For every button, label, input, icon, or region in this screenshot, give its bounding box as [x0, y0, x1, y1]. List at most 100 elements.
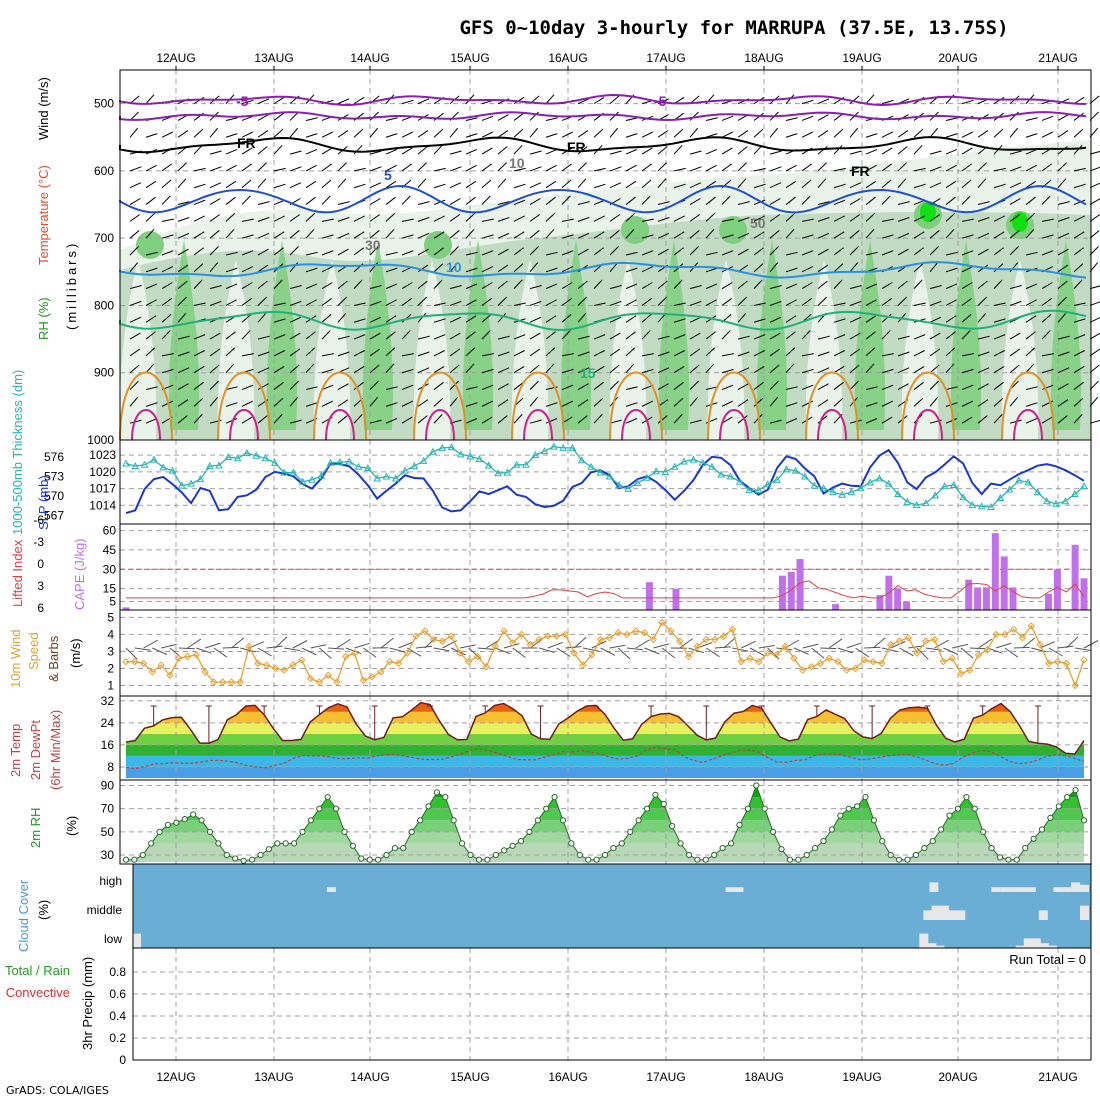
wind10m-marker	[324, 671, 332, 679]
rh2m-marker	[677, 840, 684, 847]
wind-barb	[465, 196, 476, 205]
wind-barb	[769, 380, 779, 390]
wind-barb	[273, 318, 286, 323]
wind-barb	[161, 218, 174, 222]
wind-barb	[177, 178, 187, 189]
rh2m-marker	[1080, 817, 1088, 824]
wind10m-marker	[579, 661, 587, 669]
pressure-tick-label: 800	[94, 298, 114, 312]
rh2m-marker	[938, 826, 945, 833]
wind-barb	[561, 330, 571, 340]
wind-barb	[801, 297, 812, 306]
wind10m-barb	[134, 647, 151, 651]
wind-barb	[721, 330, 731, 340]
wind-barb	[241, 384, 254, 391]
thickness-marker	[336, 458, 344, 466]
wind10m-marker	[1071, 681, 1079, 690]
wind-barb	[705, 283, 718, 290]
wind-barb	[961, 195, 971, 205]
wind-barb	[1041, 131, 1054, 138]
thickness-marker	[996, 493, 1005, 501]
wind-barb	[993, 183, 1006, 189]
wind-barb	[769, 150, 782, 155]
cloud-cell	[956, 910, 966, 920]
wind-barb	[145, 94, 155, 104]
date-label-bottom: 12AUG	[156, 1070, 195, 1084]
wind10m-barb	[477, 647, 494, 650]
wind-barb	[241, 179, 252, 189]
wind-barb	[945, 180, 957, 189]
wind-barb	[385, 148, 398, 155]
rh2m-marker	[509, 842, 516, 849]
contour-label: 10	[446, 259, 462, 275]
wind-barb	[1057, 351, 1070, 357]
wind-barb	[513, 183, 526, 189]
wind10m-barb	[1066, 636, 1079, 649]
rh2m-marker	[946, 812, 953, 819]
wind10m-tick-label: 5	[107, 610, 114, 624]
wind-barb	[433, 128, 444, 138]
wind-barb	[977, 232, 990, 239]
wind-barb	[401, 234, 414, 239]
rh2m-axis-label: 2m RH	[28, 808, 43, 848]
thickness-marker	[717, 470, 726, 478]
rh2m-marker	[517, 838, 525, 845]
wind-barb	[273, 167, 286, 172]
cape-bar	[796, 559, 804, 610]
wind-barb	[433, 334, 446, 340]
contour-20c	[313, 371, 367, 441]
wind-barb	[625, 315, 637, 323]
thickness-marker	[819, 484, 828, 492]
wind-barb	[465, 331, 476, 340]
wind-barb	[1025, 331, 1036, 340]
wind-barb	[529, 262, 539, 273]
wind-barb	[753, 215, 765, 222]
wind-barb	[705, 386, 718, 391]
wind10m-marker	[1027, 622, 1035, 630]
wind-barb	[849, 332, 861, 340]
wind-barb	[321, 282, 333, 290]
cloud-cell	[1026, 887, 1036, 892]
temp2m-tick-label: 8	[107, 760, 114, 774]
dewpt-axis-label: 2m DewPt	[28, 720, 43, 780]
thickness-marker	[661, 467, 670, 475]
wind-barb	[257, 367, 270, 374]
wind-barb	[257, 415, 268, 424]
wind-barb	[833, 365, 845, 374]
wind-barb	[625, 331, 636, 340]
wind-barb	[705, 180, 717, 189]
wind-barb	[305, 133, 318, 138]
wind-barb	[849, 230, 860, 239]
wind-barb	[625, 133, 638, 138]
wind-barb	[641, 250, 654, 256]
wind-barb	[1041, 282, 1053, 290]
wind-barb	[977, 178, 987, 189]
cape-bar	[787, 571, 795, 610]
wind-barb	[833, 381, 844, 390]
wind10m-marker	[640, 629, 649, 637]
cape-bar	[1080, 578, 1088, 610]
wind-barb	[1009, 214, 1021, 222]
wind-barb	[257, 351, 270, 357]
wind-barb	[257, 130, 269, 138]
wind-barb	[465, 164, 477, 172]
wind-barb	[497, 280, 508, 290]
slp-frame	[119, 439, 1092, 525]
wind-barb	[273, 381, 284, 390]
wind10m-marker	[878, 659, 886, 668]
wind-barb	[225, 228, 235, 239]
wind-barb	[369, 246, 379, 256]
wind-barb	[881, 99, 894, 105]
wind-barb	[961, 314, 972, 323]
wind-barb	[289, 230, 300, 239]
wind-barb	[881, 297, 892, 306]
wind10m-barb	[811, 647, 825, 659]
wind-barb	[177, 415, 188, 424]
wind-barb	[401, 147, 413, 155]
rh-band	[126, 797, 1084, 809]
thickness-marker	[1005, 485, 1014, 493]
cloud-cell	[1015, 945, 1025, 948]
wind-barb	[785, 196, 796, 205]
